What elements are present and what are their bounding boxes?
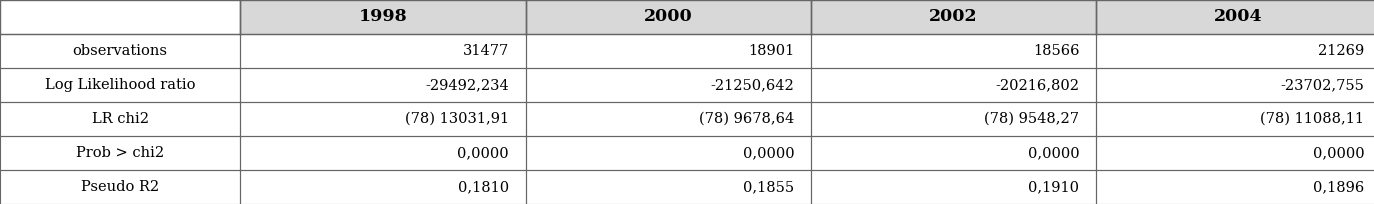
Text: (78) 11088,11: (78) 11088,11 [1260,112,1364,126]
Text: -29492,234: -29492,234 [426,78,508,92]
Bar [525,170,811,204]
Text: 18901: 18901 [747,44,794,58]
Bar [811,34,1096,68]
Bar [811,0,1096,34]
Bar [811,102,1096,136]
Bar [811,68,1096,102]
Text: 0,1810: 0,1810 [458,180,508,194]
Bar [525,102,811,136]
Bar [525,34,811,68]
Bar [240,136,525,170]
Bar [525,136,811,170]
Text: -23702,755: -23702,755 [1281,78,1364,92]
Text: (78) 9678,64: (78) 9678,64 [699,112,794,126]
Text: 18566: 18566 [1033,44,1080,58]
Bar [0,34,240,68]
Text: Log Likelihood ratio: Log Likelihood ratio [45,78,195,92]
Bar [240,102,525,136]
Text: 0,0000: 0,0000 [458,146,508,160]
Bar [1096,0,1374,34]
Text: 0,0000: 0,0000 [1312,146,1364,160]
Text: 0,0000: 0,0000 [1028,146,1080,160]
Bar [1096,68,1374,102]
Text: 2000: 2000 [644,9,692,26]
Text: (78) 9548,27: (78) 9548,27 [984,112,1080,126]
Text: 0,1855: 0,1855 [743,180,794,194]
Text: -21250,642: -21250,642 [710,78,794,92]
Text: LR chi2: LR chi2 [92,112,148,126]
Bar [1096,170,1374,204]
Bar [0,102,240,136]
Text: (78) 13031,91: (78) 13031,91 [405,112,508,126]
Bar [811,170,1096,204]
Bar [240,170,525,204]
Bar [1096,102,1374,136]
Text: Prob > chi2: Prob > chi2 [76,146,165,160]
Text: 0,0000: 0,0000 [742,146,794,160]
Text: 21269: 21269 [1318,44,1364,58]
Text: 1998: 1998 [359,9,407,26]
Bar [525,0,811,34]
Text: 0,1896: 0,1896 [1314,180,1364,194]
Text: Pseudo R2: Pseudo R2 [81,180,159,194]
Bar [240,34,525,68]
Bar [0,136,240,170]
Text: 0,1910: 0,1910 [1028,180,1080,194]
Bar [1096,34,1374,68]
Bar [240,68,525,102]
Text: -20216,802: -20216,802 [995,78,1080,92]
Bar [1096,136,1374,170]
Bar [240,0,525,34]
Text: 2002: 2002 [929,9,977,26]
Bar [0,0,240,34]
Text: 31477: 31477 [463,44,508,58]
Bar [811,136,1096,170]
Text: 2004: 2004 [1215,9,1263,26]
Text: observations: observations [73,44,168,58]
Bar [0,170,240,204]
Bar [525,68,811,102]
Bar [0,68,240,102]
